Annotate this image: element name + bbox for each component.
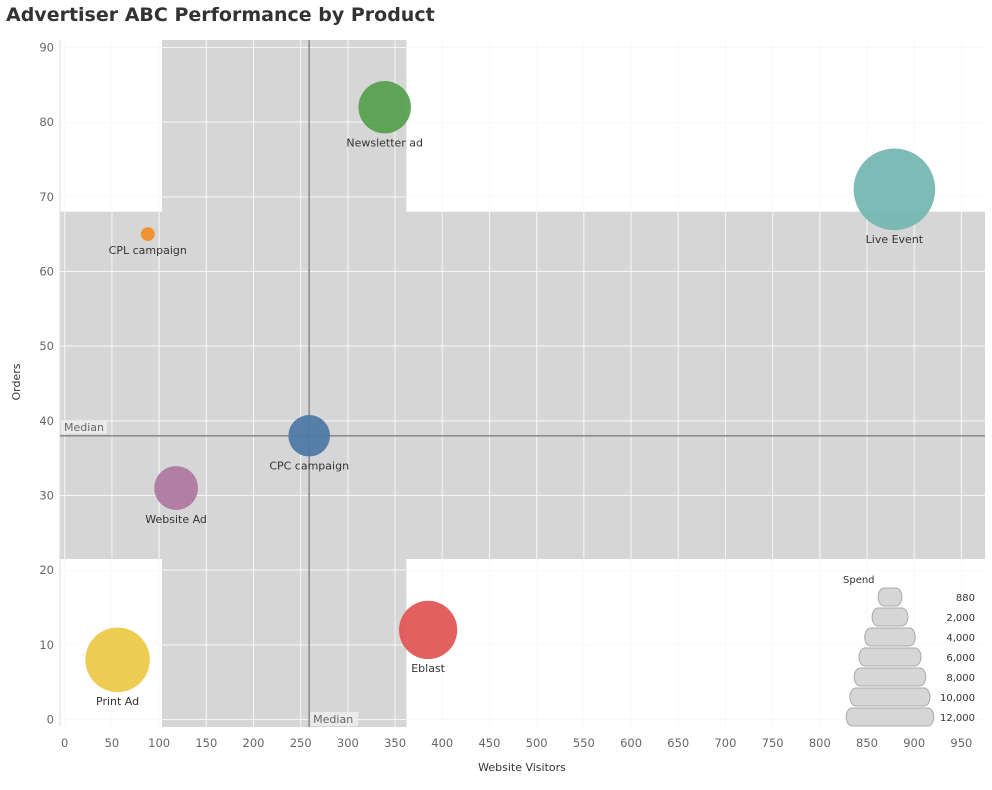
legend-size-label: 4,000 — [946, 633, 975, 644]
median-label-x: Median — [313, 713, 353, 726]
gridlines — [59, 40, 985, 727]
y-tick-label: 10 — [39, 638, 54, 652]
median-lines: Median Median — [60, 40, 985, 727]
y-tick-label: 50 — [39, 339, 54, 353]
y-tick-label: 70 — [39, 190, 54, 204]
x-tick-label: 350 — [384, 736, 406, 750]
legend-size-mark — [845, 707, 935, 727]
legend-size-label: 880 — [956, 593, 975, 604]
legend-size-mark — [864, 627, 916, 647]
x-tick-label: 950 — [950, 736, 972, 750]
y-axis-title: Orders — [10, 363, 23, 400]
x-tick-label: 400 — [431, 736, 453, 750]
y-tick-label: 20 — [39, 563, 54, 577]
x-tick-label: 100 — [148, 736, 170, 750]
median-label-y: Median — [64, 421, 104, 434]
size-legend: Spend 880 2,000 4,000 6,000 8,000 10,000 12,000 — [843, 575, 975, 727]
x-tick-label: 600 — [620, 736, 642, 750]
x-tick-label: 250 — [290, 736, 312, 750]
bubble-point — [398, 600, 458, 660]
bubble-label: Website Ad — [145, 513, 207, 526]
y-tick-label: 30 — [39, 489, 54, 503]
legend-size-label: 8,000 — [946, 673, 975, 684]
bubble-point — [85, 627, 150, 693]
x-tick-label: 900 — [903, 736, 925, 750]
x-tick-label: 550 — [573, 736, 595, 750]
legend-size-label: 10,000 — [940, 693, 975, 704]
bubble-label: Newsletter ad — [346, 136, 423, 149]
x-tick-label: 800 — [809, 736, 831, 750]
bubble-point — [358, 80, 411, 134]
y-tick-label: 40 — [39, 414, 54, 428]
tick-labels: 0 50 100 150 200 250 300 350 400 450 500 550 600 650 7… — [39, 40, 972, 750]
y-tick-label: 90 — [39, 40, 54, 54]
bubble-point — [140, 227, 155, 242]
bubble-point — [154, 466, 199, 510]
x-tick-label: 650 — [667, 736, 689, 750]
bubble-label: Eblast — [411, 662, 445, 675]
x-tick-label: 850 — [856, 736, 878, 750]
bubble-label: CPC campaign — [269, 460, 349, 473]
horizontal-band — [60, 211, 985, 559]
bubble-point — [853, 148, 936, 231]
x-axis-title: Website Visitors — [478, 761, 566, 774]
x-tick-label: 200 — [243, 736, 265, 750]
median-label-bg-y — [61, 420, 107, 434]
legend-size-mark — [871, 607, 909, 627]
legend-title: Spend — [843, 575, 875, 586]
x-tick-label: 50 — [105, 736, 120, 750]
x-tick-label: 0 — [61, 736, 68, 750]
y-tick-label: 0 — [47, 713, 54, 727]
bubble-label: CPL campaign — [109, 244, 187, 257]
legend-size-label: 2,000 — [946, 613, 975, 624]
x-tick-label: 500 — [526, 736, 548, 750]
x-tick-label: 150 — [195, 736, 217, 750]
legend-size-mark — [853, 667, 927, 687]
median-label-bg-x — [310, 712, 359, 726]
bubble-label: Print Ad — [96, 695, 139, 708]
bubble-layer: Newsletter ad Live Event CPL campaign CPC c… — [85, 80, 936, 708]
band-layer — [60, 40, 985, 727]
legend-size-label: 6,000 — [946, 653, 975, 664]
x-tick-label: 750 — [762, 736, 784, 750]
bubble-point — [288, 414, 330, 457]
legend-size-mark — [849, 687, 931, 707]
legend-size-label: 12,000 — [940, 713, 975, 724]
x-tick-label: 450 — [478, 736, 500, 750]
x-tick-label: 300 — [337, 736, 359, 750]
x-tick-label: 700 — [714, 736, 736, 750]
y-tick-label: 60 — [39, 264, 54, 278]
legend-size-mark — [877, 587, 903, 607]
chart-title: Advertiser ABC Performance by Product — [6, 4, 435, 26]
y-tick-label: 80 — [39, 115, 54, 129]
bubble-label: Live Event — [866, 233, 924, 246]
legend-size-mark — [858, 647, 922, 667]
